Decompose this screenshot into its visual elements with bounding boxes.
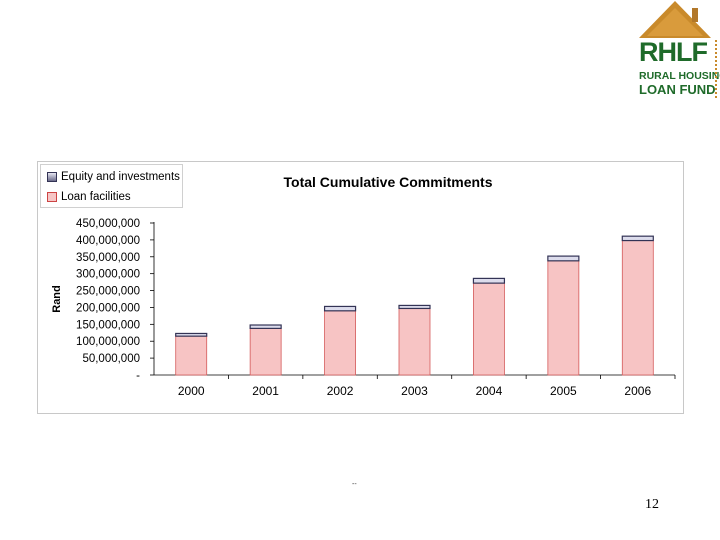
- bar-equity-investments: [175, 332, 208, 337]
- bar-equity-investments: [323, 305, 357, 312]
- y-tick-label: 150,000,000: [76, 319, 140, 331]
- cumulative-commitments-chart: Total Cumulative Commitments Rand - 50,000,…: [51, 174, 676, 398]
- chart-legend: Equity and investments Loan facilities: [40, 164, 183, 208]
- y-tick-label: 400,000,000: [76, 235, 140, 247]
- logo-dotted-border: [713, 40, 717, 98]
- logo-wordmark: RHLF: [639, 37, 708, 67]
- bar-equity-investments: [249, 324, 282, 329]
- footer-mark: --: [352, 481, 357, 488]
- bar-loan-facilities: [175, 335, 208, 376]
- chart-title: Total Cumulative Commitments: [284, 174, 493, 190]
- y-tick-label: 250,000,000: [76, 286, 140, 298]
- bar-loan-facilities: [547, 260, 580, 376]
- x-tick-label: 2006: [624, 384, 651, 398]
- x-tick-label: 2000: [178, 384, 205, 398]
- legend-swatch-loan: [47, 191, 57, 202]
- legend-label-equity: Equity and investments: [61, 171, 180, 183]
- bar-loan-facilities: [621, 240, 654, 376]
- bar-equity-investments: [472, 277, 506, 284]
- rhlf-logo: RHLF RURAL HOUSING LOAN FUND: [632, 0, 720, 102]
- bar-equity-investments: [547, 255, 580, 262]
- y-tick-label: 350,000,000: [76, 252, 140, 264]
- bar-loan-facilities: [398, 308, 431, 376]
- logo-line-loan-fund: LOAN FUND: [639, 82, 716, 97]
- y-tick-label: 300,000,000: [76, 269, 140, 281]
- x-tick-label: 2002: [327, 384, 354, 398]
- y-tick-label: 200,000,000: [76, 302, 140, 314]
- legend-item-equity: Equity and investments: [47, 171, 180, 183]
- x-tick-label: 2004: [476, 384, 503, 398]
- bar-loan-facilities: [473, 282, 505, 376]
- bar-loan-facilities: [324, 310, 356, 376]
- house-roof-icon: [639, 1, 711, 38]
- y-tick-label: 450,000,000: [76, 218, 140, 230]
- page-number: 12: [645, 497, 659, 512]
- legend-item-loan: Loan facilities: [47, 191, 131, 203]
- bar-equity-investments: [398, 304, 431, 310]
- x-tick-label: 2005: [550, 384, 577, 398]
- y-axis-label: Rand: [51, 285, 63, 313]
- x-tick-label: 2003: [401, 384, 428, 398]
- logo-line-rural-housing: RURAL HOUSING: [639, 70, 720, 82]
- x-tick-label: 2001: [252, 384, 279, 398]
- legend-swatch-equity: [47, 171, 57, 182]
- y-tick-label: -: [136, 370, 140, 382]
- legend-label-loan: Loan facilities: [61, 191, 131, 203]
- y-tick-label: 50,000,000: [82, 353, 140, 365]
- y-tick-label: 100,000,000: [76, 336, 140, 348]
- chart-frame: Total Cumulative Commitments Rand - 50,000,…: [37, 161, 684, 414]
- bar-equity-investments: [621, 235, 654, 242]
- bar-loan-facilities: [249, 327, 282, 376]
